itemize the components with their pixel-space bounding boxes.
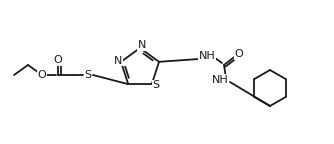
Text: S: S xyxy=(85,70,92,80)
Text: O: O xyxy=(38,70,46,80)
Text: NH: NH xyxy=(212,75,228,85)
Text: N: N xyxy=(114,56,122,66)
Text: S: S xyxy=(152,80,159,90)
Text: O: O xyxy=(234,49,243,59)
Text: O: O xyxy=(54,55,62,65)
Text: N: N xyxy=(138,40,146,50)
Text: NH: NH xyxy=(199,51,215,61)
